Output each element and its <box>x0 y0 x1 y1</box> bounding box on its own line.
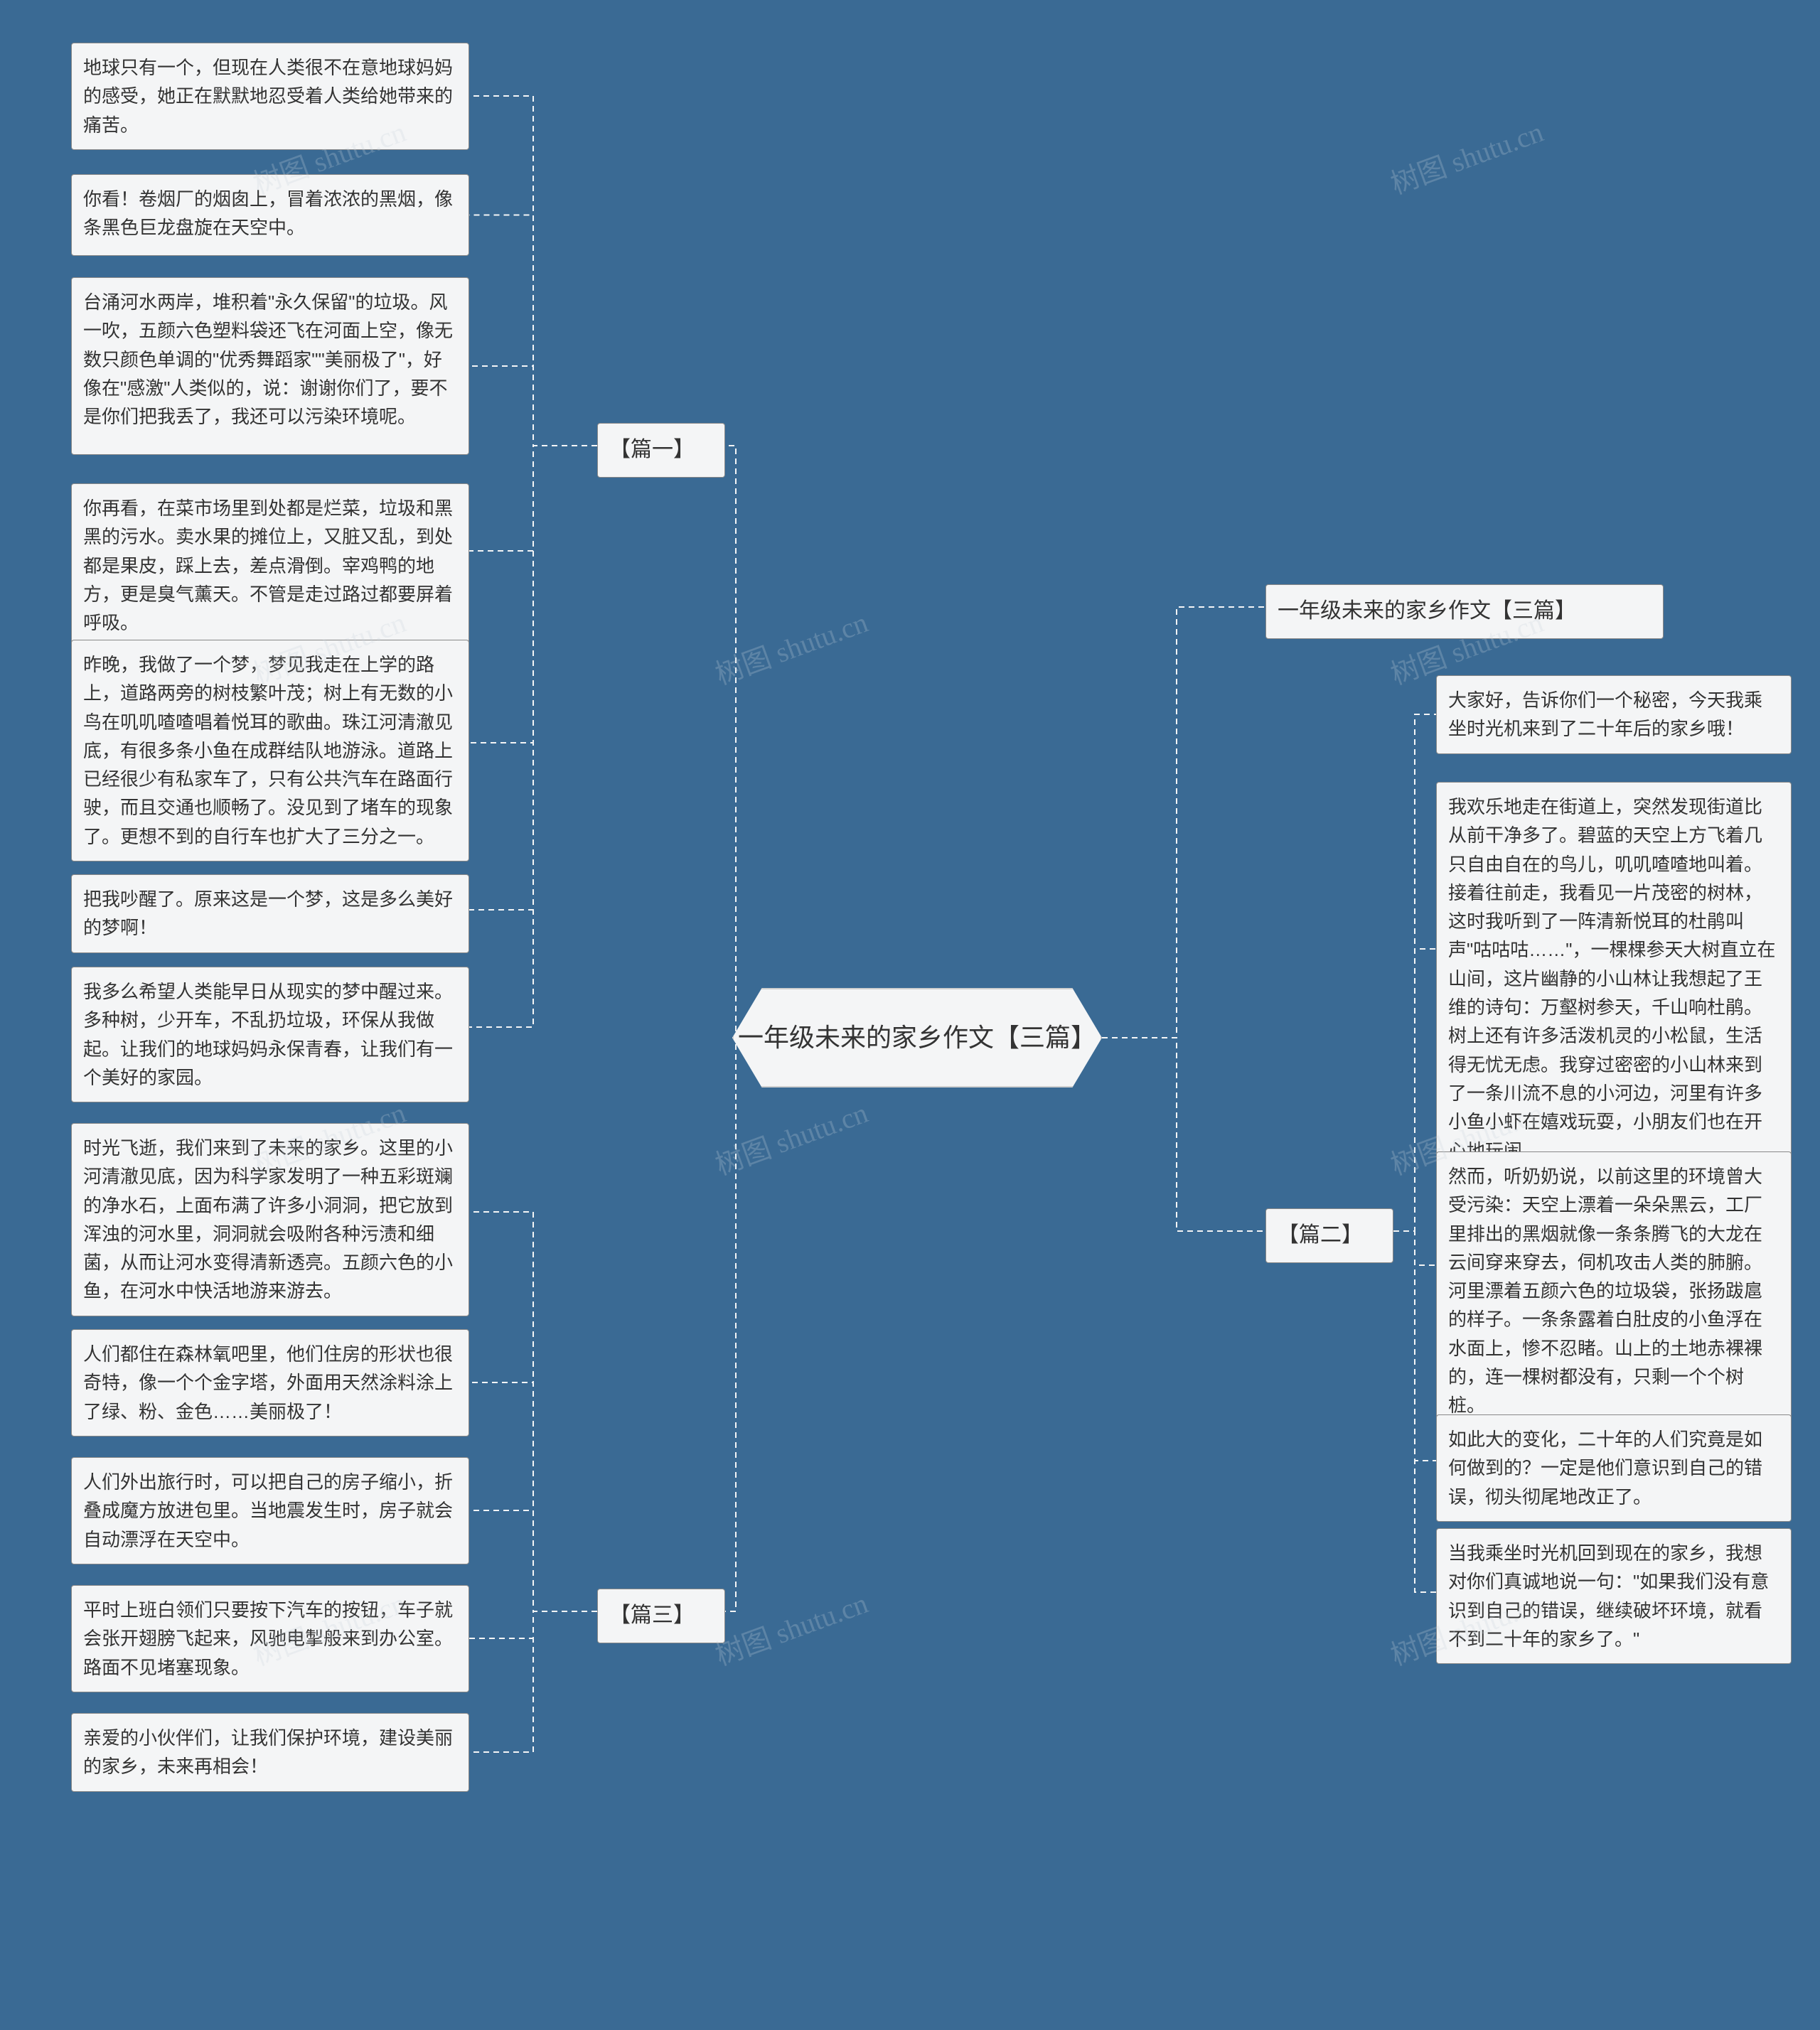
branch-right-title-label: 一年级未来的家乡作文【三篇】 <box>1278 599 1576 623</box>
p2-node-3: 如此大的变化，二十年的人们究竟是如何做到的？一定是他们意识到自己的错误，彻头彻尾… <box>1436 1414 1792 1522</box>
p3-node-4: 亲爱的小伙伴们，让我们保护环境，建设美丽的家乡，未来再相会！ <box>71 1713 469 1792</box>
branch-p3-label: 【篇三】 <box>609 1604 695 1627</box>
p1-node-0: 地球只有一个，但现在人类很不在意地球妈妈的感受，她正在默默地忍受着人类给她带来的… <box>71 43 469 150</box>
p1-text-0: 地球只有一个，但现在人类很不在意地球妈妈的感受，她正在默默地忍受着人类给她带来的… <box>83 57 453 136</box>
p2-node-2: 然而，听奶奶说，以前这里的环境曾大受污染：天空上漂着一朵朵黑云，工厂里排出的黑烟… <box>1436 1151 1792 1431</box>
p3-node-2: 人们外出旅行时，可以把自己的房子缩小，折叠成魔方放进包里。当地震发生时，房子就会… <box>71 1457 469 1564</box>
p3-text-0: 时光飞逝，我们来到了未来的家乡。这里的小河清澈见底，因为科学家发明了一种五彩斑斓… <box>83 1137 453 1301</box>
center-node: 一年级未来的家乡作文【三篇】 <box>732 988 1102 1088</box>
p1-text-4: 昨晚，我做了一个梦，梦见我走在上学的路上，道路两旁的树枝繁叶茂；树上有无数的小鸟… <box>83 654 453 847</box>
p1-text-1: 你看！卷烟厂的烟囱上，冒着浓浓的黑烟，像条黑色巨龙盘旋在天空中。 <box>83 188 453 238</box>
p2-text-1: 我欢乐地走在街道上，突然发现街道比从前干净多了。碧蓝的天空上方飞着几只自由自在的… <box>1448 796 1775 1161</box>
p1-node-5: 把我吵醒了。原来这是一个梦，这是多么美好的梦啊！ <box>71 874 469 953</box>
p1-node-1: 你看！卷烟厂的烟囱上，冒着浓浓的黑烟，像条黑色巨龙盘旋在天空中。 <box>71 174 469 256</box>
p2-text-4: 当我乘坐时光机回到现在的家乡，我想对你们真诚地说一句："如果我们没有意识到自己的… <box>1448 1542 1769 1650</box>
p1-text-6: 我多么希望人类能早日从现实的梦中醒过来。多种树，少开车，不乱扔垃圾，环保从我做起… <box>83 981 453 1088</box>
p1-node-2: 台涌河水两岸，堆积着"永久保留"的垃圾。风一吹，五颜六色塑料袋还飞在河面上空，像… <box>71 277 469 455</box>
branch-p2-label: 【篇二】 <box>1278 1223 1363 1247</box>
p2-node-1: 我欢乐地走在街道上，突然发现街道比从前干净多了。碧蓝的天空上方飞着几只自由自在的… <box>1436 782 1792 1176</box>
p2-node-0: 大家好，告诉你们一个秘密，今天我乘坐时光机来到了二十年后的家乡哦！ <box>1436 675 1792 754</box>
p1-node-6: 我多么希望人类能早日从现实的梦中醒过来。多种树，少开车，不乱扔垃圾，环保从我做起… <box>71 967 469 1102</box>
p2-text-2: 然而，听奶奶说，以前这里的环境曾大受污染：天空上漂着一朵朵黑云，工厂里排出的黑烟… <box>1448 1166 1762 1416</box>
p3-text-1: 人们都住在森林氧吧里，他们住房的形状也很奇特，像一个个金字塔，外面用天然涂料涂上… <box>83 1343 453 1422</box>
p3-node-1: 人们都住在森林氧吧里，他们住房的形状也很奇特，像一个个金字塔，外面用天然涂料涂上… <box>71 1329 469 1436</box>
p3-node-0: 时光飞逝，我们来到了未来的家乡。这里的小河清澈见底，因为科学家发明了一种五彩斑斓… <box>71 1123 469 1316</box>
center-text: 一年级未来的家乡作文【三篇】 <box>738 1020 1096 1056</box>
p2-text-3: 如此大的变化，二十年的人们究竟是如何做到的？一定是他们意识到自己的错误，彻头彻尾… <box>1448 1429 1762 1508</box>
p2-node-4: 当我乘坐时光机回到现在的家乡，我想对你们真诚地说一句："如果我们没有意识到自己的… <box>1436 1528 1792 1664</box>
p3-text-2: 人们外出旅行时，可以把自己的房子缩小，折叠成魔方放进包里。当地震发生时，房子就会… <box>83 1471 453 1550</box>
p1-text-3: 你再看，在菜市场里到处都是烂菜，垃圾和黑黑的污水。卖水果的摊位上，又脏又乱，到处… <box>83 498 453 633</box>
p1-text-2: 台涌河水两岸，堆积着"永久保留"的垃圾。风一吹，五颜六色塑料袋还飞在河面上空，像… <box>83 291 453 427</box>
branch-p3: 【篇三】 <box>597 1589 725 1643</box>
p1-text-5: 把我吵醒了。原来这是一个梦，这是多么美好的梦啊！ <box>83 888 453 938</box>
p3-text-4: 亲爱的小伙伴们，让我们保护环境，建设美丽的家乡，未来再相会！ <box>83 1727 453 1777</box>
branch-p2: 【篇二】 <box>1265 1208 1393 1263</box>
p2-text-0: 大家好，告诉你们一个秘密，今天我乘坐时光机来到了二十年后的家乡哦！ <box>1448 689 1762 739</box>
p3-text-3: 平时上班白领们只要按下汽车的按钮，车子就会张开翅膀飞起来，风驰电掣般来到办公室。… <box>83 1599 453 1678</box>
branch-p1: 【篇一】 <box>597 423 725 478</box>
p3-node-3: 平时上班白领们只要按下汽车的按钮，车子就会张开翅膀飞起来，风驰电掣般来到办公室。… <box>71 1585 469 1692</box>
branch-p1-label: 【篇一】 <box>609 438 695 461</box>
branch-right-title: 一年级未来的家乡作文【三篇】 <box>1265 584 1664 639</box>
p1-node-4: 昨晚，我做了一个梦，梦见我走在上学的路上，道路两旁的树枝繁叶茂；树上有无数的小鸟… <box>71 640 469 861</box>
p1-node-3: 你再看，在菜市场里到处都是烂菜，垃圾和黑黑的污水。卖水果的摊位上，又脏又乱，到处… <box>71 483 469 648</box>
